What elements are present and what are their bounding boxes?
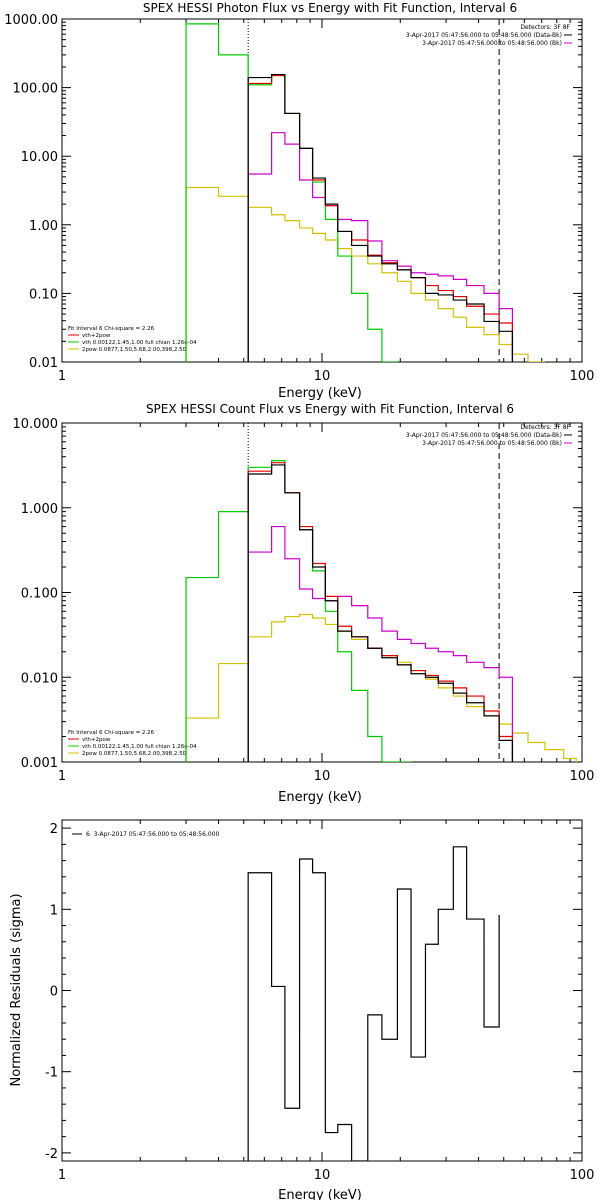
axes-frame [61,422,583,763]
series-2pow-line [185,613,577,762]
y-tick-label: 1.000 [21,502,58,517]
y-tick-label: 1.00 [29,219,58,234]
x-tick-label: 100 [570,369,595,384]
x-tick-label: 1 [58,369,66,384]
series-data-bk-line [247,464,514,762]
axes-frame [61,819,583,1162]
y-tick-label: 0.10 [29,287,58,302]
series-2pow-line [185,186,545,362]
legend-bk: 3-Apr-2017 05:47:56.000 to 05:48:56.000 … [422,440,562,447]
photon-flux-legend-lower-left: Fit Interval 6 Chi-square = 2.26 vth+2po… [68,326,197,353]
series-bk-line [247,525,514,762]
series-bk-line [247,132,514,362]
y-tick-label: -1 [45,1066,58,1081]
count-flux-legend-lower-left: Fit Interval 6 Chi-square = 2.26 vth+2po… [68,730,197,757]
axes-frame [61,18,583,363]
legend-data-bk: 3-Apr-2017 05:47:56.000 to 05:48:56.000 … [406,32,562,39]
legend-detectors: Detectors: 3F 8F [520,424,570,431]
residuals-ylabel: Normalized Residuals (sigma) [9,893,24,1086]
photon-flux-title: SPEX HESSI Photon Flux vs Energy with Fi… [143,1,517,15]
legend-vth-2pow: vth+2pow [82,333,111,339]
y-tick-label: 1000.00 [4,13,58,28]
x-tick-label: 10 [314,369,331,384]
legend-vth: vth 0.00122,1.45,1.00 full chian 1.26e-0… [82,340,197,346]
y-tick-label: 0.100 [21,587,58,602]
residuals-legend: 6. 3-Apr-2017 05:47:56.000 to 05:48:56.0… [72,831,219,838]
photon-flux-legend-upper-right: Detectors: 3F 8F 3-Apr-2017 05:47:56.000… [406,24,571,47]
x-tick-label: 10 [314,769,331,784]
y-tick-label: 0.01 [29,356,58,371]
legend-vth-2pow: vth+2pow [82,737,111,743]
legend-fit-interval: Fit Interval 6 Chi-square = 2.26 [68,730,155,736]
x-tick-label: 100 [570,769,595,784]
residuals-xlabel: Energy (keV) [278,1188,362,1200]
y-tick-label: 1 [50,903,58,918]
count-flux-title: SPEX HESSI Count Flux vs Energy with Fit… [146,402,514,416]
count-flux-legend-upper-right: Detectors: 3F 8F 3-Apr-2017 05:47:56.000… [406,424,571,447]
y-tick-label: 2 [50,822,58,837]
photon-flux-xlabel: Energy (keV) [278,386,362,401]
series-vth-line [185,23,398,362]
y-tick-label: 0 [50,985,58,1000]
y-tick-label: 0.001 [21,756,58,771]
legend-2pow: 2pow 0.0877,1.50,5.68,2.00,398,2.50 [82,347,187,353]
count-flux-panel: SPEX HESSI Count Flux vs Energy with Fit… [13,402,595,805]
series-6-3-apr-2017-05-47-56-000-to-05-48-56-000-line [247,846,500,1161]
legend-detectors: Detectors: 3F 8F [520,24,570,31]
legend-bk: 3-Apr-2017 05:47:56.000 to 05:48:56.000 … [422,40,562,47]
y-tick-label: 100.00 [13,82,59,97]
legend-2pow: 2pow 0.0877,1.50,5.68,2.00,398,2.50 [82,751,187,757]
series-vth-line [185,460,412,762]
y-tick-label: 10.000 [13,417,59,432]
y-tick-label: 0.010 [21,671,58,686]
series-vth-2pow-line [247,462,514,762]
residuals-legend-label: 6. 3-Apr-2017 05:47:56.000 to 05:48:56.0… [86,831,219,838]
x-tick-label: 100 [570,1168,595,1183]
x-tick-label: 1 [58,1168,66,1183]
y-tick-label: -2 [45,1147,58,1162]
count-flux-xlabel: Energy (keV) [278,790,362,805]
photon-flux-panel: SPEX HESSI Photon Flux vs Energy with Fi… [4,1,594,401]
series-vth-2pow-line [247,74,514,362]
legend-vth: vth 0.00122,1.45,1.00 full chian 1.26e-0… [82,744,197,750]
legend-data-bk: 3-Apr-2017 05:47:56.000 to 05:48:56.000 … [406,432,562,439]
x-tick-label: 10 [314,1168,331,1183]
legend-fit-interval: Fit Interval 6 Chi-square = 2.26 [68,326,155,332]
series-data-bk-line [247,73,514,362]
y-tick-label: 10.00 [21,150,58,165]
x-tick-label: 1 [58,769,66,784]
residuals-panel: Energy (keV) Normalized Residuals (sigma… [9,819,595,1200]
